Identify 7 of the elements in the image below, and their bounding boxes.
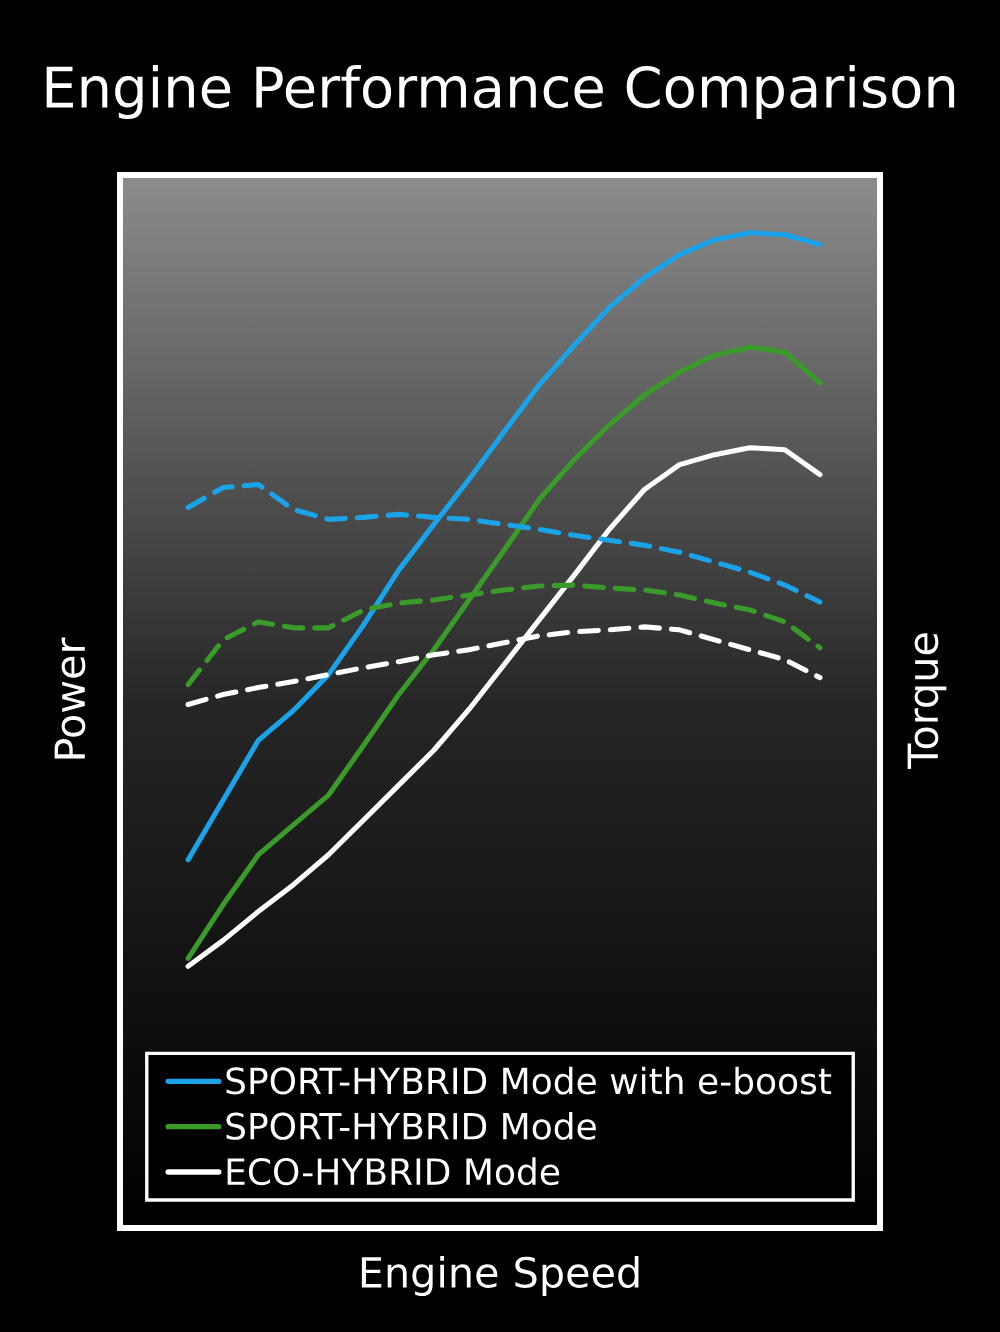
legend-label: SPORT-HYBRID Mode [226,1111,596,1140]
legend-label: SPORT-HYBRID Mode with e-boost [226,1066,832,1095]
legend-label: ECO-HYBRID Mode [227,1157,560,1186]
x-axis-title: Engine Speed [361,1256,639,1297]
y2-axis-title: Torque [907,633,947,769]
y-axis-title: Power [54,637,86,759]
chart-title: Engine Performance Comparison [46,64,955,120]
